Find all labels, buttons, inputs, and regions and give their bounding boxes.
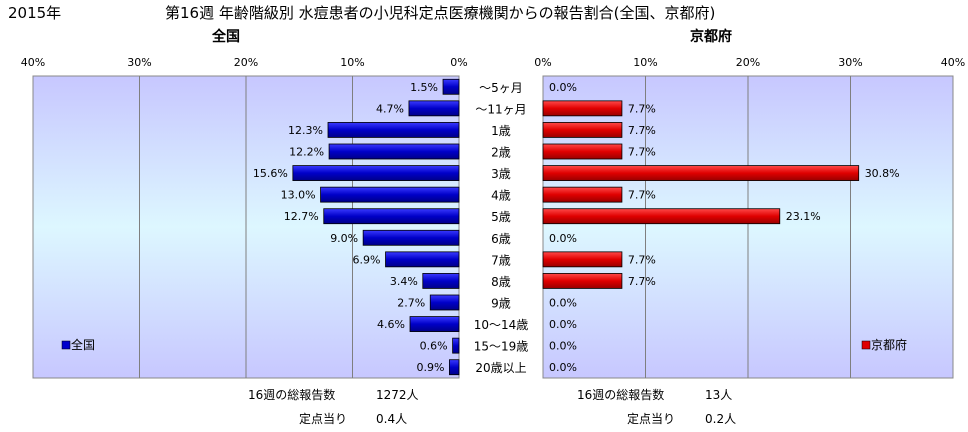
category-label: 20歳以上 — [475, 361, 526, 375]
category-label: ～11ヶ月 — [475, 102, 526, 116]
national-data-label: 2.7% — [397, 297, 425, 310]
national-panel-title: 全国 — [212, 29, 240, 45]
national-per-value: 0.4人 — [376, 412, 408, 426]
kyoto-legend-swatch — [861, 340, 871, 350]
category-label: 1歳 — [491, 124, 511, 138]
kyoto-tick-label: 20% — [736, 56, 760, 69]
national-bar — [449, 359, 460, 376]
national-bar — [408, 100, 460, 117]
kyoto-bar — [542, 100, 623, 117]
national-bar — [422, 273, 460, 289]
kyoto-tick-label: 30% — [838, 56, 862, 69]
national-bar — [328, 143, 460, 160]
national-data-label: 12.3% — [288, 124, 323, 137]
kyoto-bar — [542, 165, 860, 181]
kyoto-bar — [542, 122, 623, 138]
kyoto-total-label: 16週の総報告数 — [577, 388, 665, 402]
category-label: 7歳 — [491, 253, 511, 267]
national-tick-label: 0% — [450, 56, 467, 69]
category-label: 9歳 — [491, 297, 511, 311]
national-data-label: 1.5% — [410, 81, 438, 94]
national-bar — [292, 165, 460, 181]
kyoto-data-label: 7.7% — [628, 146, 656, 159]
kyoto-data-label: 0.0% — [549, 81, 577, 94]
kyoto-tick-label: 10% — [633, 56, 657, 69]
category-label: 3歳 — [491, 167, 511, 181]
national-bar — [429, 294, 460, 311]
kyoto-data-label: 0.0% — [549, 361, 577, 374]
national-total-value: 1272人 — [376, 388, 419, 402]
national-legend-swatch — [61, 340, 71, 350]
chart-title: 第16週 年齢階級別 水痘患者の小児科定点医療機関からの報告割合(全国、京都府) — [165, 4, 716, 22]
national-bar — [385, 251, 460, 268]
kyoto-per-label: 定点当り — [627, 412, 676, 426]
category-label: 10～14歳 — [474, 318, 529, 332]
kyoto-legend-label: 京都府 — [871, 337, 907, 352]
kyoto-bar — [542, 208, 781, 225]
national-data-label: 13.0% — [281, 189, 316, 202]
national-bar — [323, 208, 460, 225]
kyoto-tick-label: 0% — [534, 56, 551, 69]
category-label: 8歳 — [491, 275, 511, 289]
national-tick-label: 40% — [21, 56, 45, 69]
national-bar — [327, 122, 460, 138]
category-label: ～5ヶ月 — [479, 81, 523, 95]
national-bar — [452, 337, 460, 354]
national-data-label: 15.6% — [253, 167, 288, 180]
kyoto-total-value: 13人 — [705, 388, 733, 402]
kyoto-data-label: 0.0% — [549, 297, 577, 310]
national-data-label: 0.9% — [416, 361, 444, 374]
kyoto-bar — [542, 251, 623, 268]
kyoto-data-label: 23.1% — [786, 210, 821, 223]
category-label: 15～19歳 — [474, 340, 529, 354]
national-data-label: 12.2% — [289, 146, 324, 159]
national-tick-label: 10% — [340, 56, 364, 69]
national-bar — [442, 78, 460, 95]
category-label: 5歳 — [491, 210, 511, 224]
kyoto-data-label: 7.7% — [628, 189, 656, 202]
national-tick-label: 30% — [127, 56, 151, 69]
national-data-label: 0.6% — [420, 340, 448, 353]
kyoto-panel-title: 京都府 — [690, 29, 732, 45]
category-label: 2歳 — [491, 146, 511, 160]
national-data-label: 3.4% — [390, 275, 418, 288]
national-total-label: 16週の総報告数 — [248, 388, 336, 402]
kyoto-data-label: 0.0% — [549, 340, 577, 353]
kyoto-data-label: 7.7% — [628, 253, 656, 266]
national-bar — [409, 316, 460, 332]
category-label: 6歳 — [491, 232, 511, 246]
national-bar — [320, 186, 460, 203]
national-per-label: 定点当り — [299, 412, 348, 426]
national-data-label: 4.7% — [376, 102, 404, 115]
kyoto-data-label: 0.0% — [549, 232, 577, 245]
category-label: 4歳 — [491, 189, 511, 203]
year-label: 2015年 — [8, 4, 62, 22]
national-data-label: 4.6% — [377, 318, 405, 331]
national-data-label: 6.9% — [353, 253, 381, 266]
kyoto-bar — [542, 143, 623, 160]
kyoto-data-label: 7.7% — [628, 275, 656, 288]
national-tick-label: 20% — [234, 56, 258, 69]
kyoto-bar — [542, 273, 623, 289]
national-data-label: 12.7% — [284, 210, 319, 223]
national-legend-label: 全国 — [71, 337, 95, 352]
kyoto-data-label: 7.7% — [628, 124, 656, 137]
national-bar — [362, 229, 460, 246]
chart-area: 40% 30% 20% 10% 0% 0% 10% 20% 30% 40% 1.5% 4.7% 12.… — [21, 56, 965, 379]
kyoto-per-value: 0.2人 — [705, 412, 737, 426]
kyoto-data-label: 0.0% — [549, 318, 577, 331]
national-data-label: 9.0% — [330, 232, 358, 245]
kyoto-bar — [542, 186, 623, 203]
kyoto-tick-label: 40% — [941, 56, 965, 69]
kyoto-data-label: 7.7% — [628, 102, 656, 115]
kyoto-data-label: 30.8% — [865, 167, 900, 180]
